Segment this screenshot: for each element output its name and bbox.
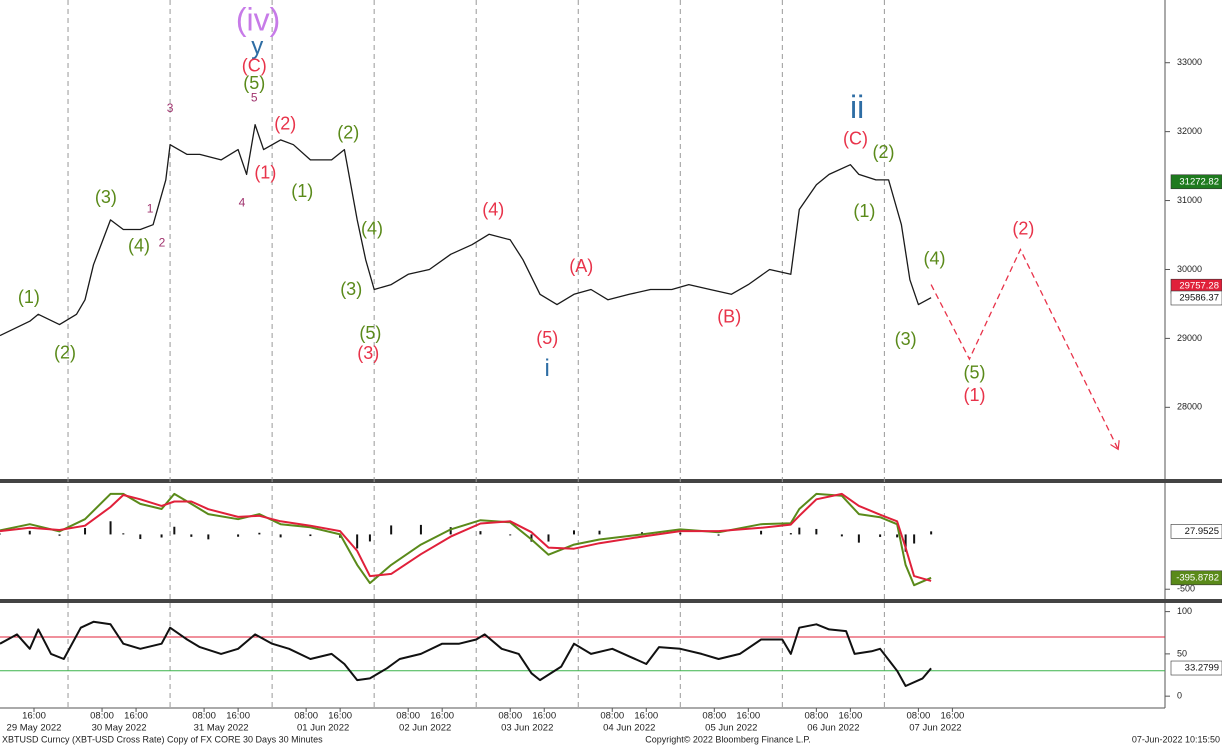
x-date-label: 31 May 2022 [194,723,249,734]
wave-label: ii [850,89,864,125]
y-tick-label: 0 [1177,691,1182,701]
wave-label: (2) [873,142,895,162]
price-tag [1170,524,1222,539]
x-tick-label: 16:00 [736,711,760,722]
wave-label: (2) [54,342,76,362]
wave-label: (iv) [236,2,280,38]
x-date-label: 02 Jun 2022 [399,723,451,734]
wave-label: 3 [167,101,174,115]
wave-label: y [251,33,263,60]
y-tick-label: 31000 [1177,195,1202,205]
footer-center: Copyright© 2022 Bloomberg Finance L.P. [645,734,811,744]
y-tick-label: 33000 [1177,57,1202,67]
wave-label: (4) [361,218,383,238]
x-date-label: 03 Jun 2022 [501,723,553,734]
price-tag-label: 29586.37 [1179,293,1219,304]
wave-label: (C) [843,129,868,149]
wave-label: (3) [357,343,379,363]
wave-label: (5) [359,323,381,343]
series-line [0,124,932,337]
wave-label: (2) [337,122,359,142]
x-tick-label: 08:00 [498,711,522,722]
x-date-label: 30 May 2022 [92,723,147,734]
forecast-line [930,247,1118,450]
x-tick-label: 16:00 [22,711,46,722]
wave-label: (4) [128,235,150,255]
x-date-label: 04 Jun 2022 [603,723,655,734]
price-tag-label: 27.9525 [1185,526,1219,537]
x-tick-label: 16:00 [634,711,658,722]
wave-label: (1) [18,287,40,307]
y-tick-label: 29000 [1177,333,1202,343]
wave-label: (5) [964,362,986,382]
x-date-label: 29 May 2022 [7,723,62,734]
wave-label: (1) [853,201,875,221]
x-tick-label: 16:00 [328,711,352,722]
series-line [0,620,932,687]
wave-label: i [545,355,550,382]
wave-label: 1 [147,202,154,216]
x-tick-label: 08:00 [396,711,420,722]
wave-label: 4 [239,195,246,209]
y-tick-label: 30000 [1177,264,1202,274]
y-tick-label: -500 [1177,584,1195,594]
x-tick-label: 08:00 [192,711,216,722]
x-tick-label: 16:00 [124,711,148,722]
price-tag [1170,290,1222,306]
y-tick-label: 28000 [1177,402,1202,412]
price-tag [1170,660,1222,676]
x-tick-label: 08:00 [804,711,828,722]
x-tick-label: 08:00 [702,711,726,722]
price-tag-label: 29757.28 [1179,281,1219,292]
price-tag [1170,570,1222,586]
x-tick-label: 08:00 [294,711,318,722]
x-tick-label: 16:00 [838,711,862,722]
wave-label: 2 [159,235,166,249]
wave-label: (3) [95,187,117,207]
x-date-label: 06 Jun 2022 [807,723,859,734]
x-tick-label: 16:00 [941,711,965,722]
footer-right: 07-Jun-2022 10:15:50 [1132,734,1220,744]
x-date-label: 07 Jun 2022 [909,723,961,734]
wave-label: (1) [254,162,276,182]
footer-left: XBTUSD Curncy (XBT-USD Cross Rate) Copy … [2,734,323,744]
x-tick-label: 16:00 [430,711,454,722]
x-tick-label: 08:00 [90,711,114,722]
wave-label: (A) [569,256,593,276]
x-tick-label: 08:00 [907,711,931,722]
panel-separator [0,599,1222,603]
x-tick-label: 08:00 [600,711,624,722]
y-tick-label: 32000 [1177,126,1202,136]
series-line [0,492,932,587]
y-tick-label: 100 [1177,606,1192,616]
wave-label: (2) [1012,218,1034,238]
price-tag-label: 31272.82 [1179,176,1219,187]
wave-label: (B) [717,306,741,326]
x-tick-label: 16:00 [226,711,250,722]
x-date-label: 01 Jun 2022 [297,723,349,734]
x-date-label: 05 Jun 2022 [705,723,757,734]
y-tick-label: 50 [1177,648,1187,658]
x-tick-label: 16:00 [532,711,556,722]
wave-label: (4) [924,249,946,269]
price-tag-label: -395.8782 [1176,572,1219,583]
series-line [0,492,932,582]
price-tag [1170,174,1222,190]
wave-label: (3) [340,279,362,299]
wave-label: (1) [291,181,313,201]
panel-separator [0,479,1222,483]
wave-label: (3) [895,329,917,349]
wave-label: (2) [274,113,296,133]
wave-label: (C) [242,56,267,76]
wave-label: (5) [536,328,558,348]
wave-label: (1) [964,385,986,405]
wave-label: (5) [243,73,265,93]
price-tag-label: 33.2799 [1185,663,1219,674]
wave-label: 5 [251,91,258,105]
wave-label: (4) [482,200,504,220]
